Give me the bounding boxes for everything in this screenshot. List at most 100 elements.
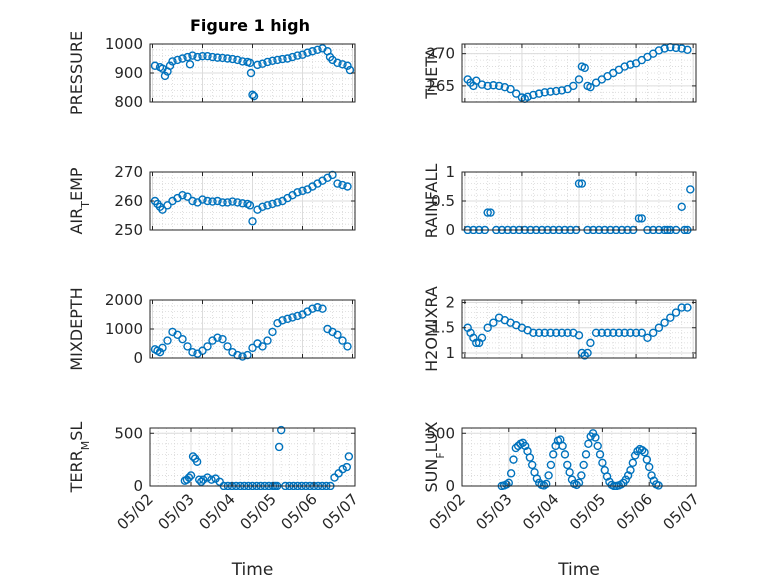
data-point: [671, 0, 678, 4]
data-point: [213, 53, 222, 62]
data-point: [344, 452, 354, 461]
data-point: [540, 328, 549, 337]
y-tick-label: 1000: [105, 320, 143, 338]
data-point: [572, 480, 581, 490]
data-point: [183, 192, 192, 201]
y-tick-label: 500: [426, 424, 455, 442]
data-point: [523, 92, 532, 102]
data-point: [580, 63, 589, 73]
data-point: [591, 328, 601, 337]
data-point: [338, 60, 347, 69]
data-point: [223, 54, 232, 63]
marker-series: [497, 0, 697, 490]
data-point: [640, 448, 649, 457]
data-point: [333, 179, 342, 188]
data-point: [542, 479, 551, 489]
marker-series: [463, 303, 692, 360]
y-tick-label: 265: [426, 77, 455, 95]
data-point: [213, 333, 222, 342]
y-tick-label: 0.5: [431, 192, 455, 210]
data-point: [218, 334, 227, 344]
data-point: [203, 196, 212, 206]
data-point: [318, 304, 327, 313]
data-point: [165, 61, 175, 70]
data-point: [288, 52, 297, 62]
data-point: [483, 323, 492, 332]
data-point: [328, 170, 337, 180]
data-point: [243, 350, 252, 360]
x-tick-label: 05/06: [278, 490, 321, 533]
data-point: [288, 313, 297, 322]
data-point: [623, 471, 633, 480]
data-point: [263, 336, 272, 345]
data-point: [630, 451, 640, 460]
data-point: [551, 328, 561, 337]
data-point: [494, 81, 504, 91]
data-point: [194, 475, 204, 484]
data-point: [620, 62, 629, 71]
data-point: [683, 303, 692, 312]
data-point: [283, 314, 292, 324]
data-point: [160, 71, 170, 81]
data-point: [345, 65, 355, 75]
data-point: [581, 450, 591, 459]
data-point: [626, 465, 635, 475]
data-point: [637, 214, 646, 223]
data-point: [173, 330, 182, 339]
figure-title: Figure 1 high: [190, 16, 310, 35]
data-point: [567, 475, 577, 484]
data-point: [664, 0, 671, 4]
data-point: [486, 208, 495, 217]
data-point: [626, 60, 635, 69]
data-point: [591, 433, 600, 442]
data-point: [293, 51, 302, 60]
data-point: [246, 68, 256, 78]
data-point: [253, 60, 262, 70]
x-tick-label: 05/02: [114, 490, 157, 533]
x-tick-label: 05/07: [319, 490, 362, 533]
y-tick-label: 0: [445, 221, 455, 239]
data-point: [577, 179, 587, 188]
x-axis-label: Time: [231, 560, 274, 580]
data-point: [509, 455, 518, 464]
data-point: [597, 328, 607, 337]
data-point: [258, 202, 267, 212]
y-tick-label: 0: [133, 477, 143, 495]
data-point: [293, 188, 302, 197]
data-point: [298, 50, 307, 59]
data-point: [489, 318, 498, 327]
data-point: [690, 0, 697, 4]
data-point: [308, 47, 317, 56]
data-point: [551, 86, 561, 96]
data-point: [586, 82, 595, 92]
data-point: [546, 328, 555, 337]
x-tick-label: 05/05: [566, 490, 609, 533]
data-point: [223, 198, 232, 207]
data-point: [233, 198, 242, 207]
data-point: [477, 80, 487, 89]
data-point: [666, 313, 675, 322]
y-tick-label: 270: [114, 163, 143, 181]
subplot-mixdepth: 0 1000 2000 MIXDEPTH: [67, 287, 356, 371]
data-point: [198, 51, 207, 61]
x-axis-label: Time: [557, 560, 600, 580]
data-point: [662, 0, 669, 4]
x-tick-label: 05/04: [519, 490, 562, 533]
data-point: [565, 468, 574, 477]
y-axis-label: PRESSURE: [67, 31, 86, 115]
data-point: [686, 185, 695, 194]
data-point: [245, 201, 255, 210]
data-point: [223, 342, 232, 351]
x-tick-label: 05/03: [472, 490, 515, 533]
data-point: [203, 342, 212, 351]
data-point: [637, 445, 647, 455]
data-point: [483, 208, 492, 217]
data-point: [178, 190, 187, 200]
data-point: [595, 450, 605, 459]
data-point: [534, 89, 544, 98]
data-point: [609, 328, 618, 337]
y-tick-label: 1: [445, 163, 455, 181]
